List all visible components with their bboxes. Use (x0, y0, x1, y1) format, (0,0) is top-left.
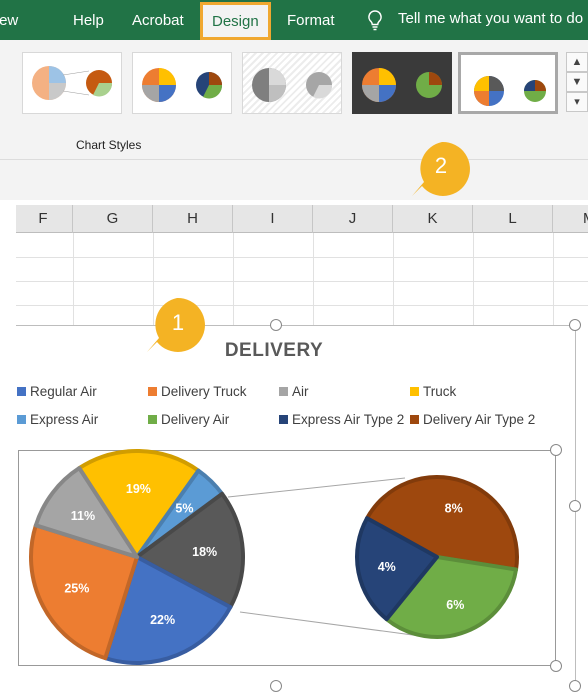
tab-acrobat[interactable]: Acrobat (132, 12, 184, 29)
main-pie-data-label[interactable]: 25% (64, 581, 89, 595)
legend-item-truck[interactable]: Truck (410, 384, 456, 399)
cell-grid[interactable] (14, 233, 588, 325)
column-headers: F G H I J K L M (14, 205, 588, 233)
legend-item-regular-air[interactable]: Regular Air (17, 384, 97, 399)
main-pie-data-label[interactable]: 18% (192, 545, 217, 559)
column-header-m[interactable]: M (553, 205, 588, 233)
secondary-pie-data-label[interactable]: 6% (446, 598, 464, 612)
main-pie-slice-delivery-truck[interactable] (29, 523, 139, 661)
column-header-k[interactable]: K (393, 205, 473, 233)
ribbon-bottom-band (0, 160, 588, 200)
legend-item-express-air-type-2[interactable]: Express Air Type 2 (279, 412, 404, 427)
chart-resize-handle-bottom[interactable] (270, 680, 282, 692)
chart-styles-gallery: ▲ ▼ ▾ (0, 40, 588, 130)
plot-handle-bottom-right[interactable] (550, 660, 562, 672)
legend-swatch (279, 415, 288, 424)
callout-1-text: 1 (172, 310, 184, 335)
main-pie-data-label[interactable]: 5% (175, 502, 193, 516)
gallery-scroll: ▲ ▼ ▾ (566, 52, 588, 112)
callout-2-icon: 2 (412, 141, 470, 196)
chart-style-5-selected[interactable] (458, 52, 558, 114)
secondary-pie-data-label[interactable]: 4% (378, 560, 396, 574)
chart-resize-handle-top-right[interactable] (569, 319, 581, 331)
legend-swatch (148, 387, 157, 396)
chart-resize-handle-right[interactable] (569, 500, 581, 512)
column-header-l[interactable]: L (473, 205, 553, 233)
torn-edge (0, 200, 16, 697)
column-header-h[interactable]: H (153, 205, 233, 233)
column-header-f[interactable]: F (14, 205, 73, 233)
chart-style-2[interactable] (132, 52, 232, 114)
legend-item-delivery-air[interactable]: Delivery Air (148, 412, 229, 427)
secondary-pie-slice-delivery-air[interactable] (384, 555, 519, 639)
series-connector-line (239, 611, 421, 637)
callout-1-icon: 1 (147, 297, 205, 352)
tell-me-search[interactable]: Tell me what you want to do (398, 10, 584, 27)
legend-swatch (410, 415, 419, 424)
secondary-pie-slice-express-air-type-2[interactable] (355, 516, 439, 622)
legend-item-delivery-truck[interactable]: Delivery Truck (148, 384, 247, 399)
ribbon-tab-bar: View Help Acrobat Design Format Tell me … (0, 0, 588, 40)
legend-swatch (148, 415, 157, 424)
group-label-bar: Chart Styles (0, 130, 588, 160)
lightbulb-icon (366, 9, 384, 35)
main-pie-slice-other[interactable] (135, 491, 245, 610)
callout-2-text: 2 (435, 153, 447, 178)
tab-help[interactable]: Help (73, 12, 104, 29)
chart-style-3[interactable] (242, 52, 342, 114)
chart-style-4[interactable] (352, 52, 452, 114)
column-header-i[interactable]: I (233, 205, 313, 233)
main-pie-slice-regular-air[interactable] (103, 555, 233, 665)
secondary-pie-slice-delivery-air-type-2[interactable] (365, 475, 519, 572)
chart-title[interactable]: DELIVERY (224, 340, 324, 361)
tab-view[interactable]: View (0, 12, 19, 29)
chart-style-1[interactable] (22, 52, 122, 114)
secondary-pie-data-label[interactable]: 8% (445, 502, 463, 516)
series-connector-line (227, 477, 406, 498)
column-header-g[interactable]: G (73, 205, 153, 233)
legend-swatch (410, 387, 419, 396)
plot-area-frame[interactable] (18, 450, 556, 666)
legend-item-express-air[interactable]: Express Air (17, 412, 98, 427)
chart-styles-label: Chart Styles (76, 138, 142, 152)
legend-item-air[interactable]: Air (279, 384, 309, 399)
main-pie-data-label[interactable]: 11% (71, 509, 95, 523)
column-header-j[interactable]: J (313, 205, 393, 233)
main-pie-data-label[interactable]: 19% (126, 482, 151, 496)
plot-handle-top-right[interactable] (550, 444, 562, 456)
tab-design[interactable]: Design (200, 2, 271, 40)
main-pie-slice-air[interactable] (33, 466, 139, 559)
legend-swatch (17, 415, 26, 424)
legend-item-delivery-air-type-2[interactable]: Delivery Air Type 2 (410, 412, 535, 427)
main-pie-slice-truck[interactable] (77, 449, 201, 559)
legend-swatch (279, 387, 288, 396)
main-pie-data-label[interactable]: 22% (150, 613, 175, 627)
tab-format[interactable]: Format (287, 12, 335, 29)
chart-resize-handle-top[interactable] (270, 319, 282, 331)
chart-resize-handle-bottom-right[interactable] (569, 680, 581, 692)
legend-swatch (17, 387, 26, 396)
